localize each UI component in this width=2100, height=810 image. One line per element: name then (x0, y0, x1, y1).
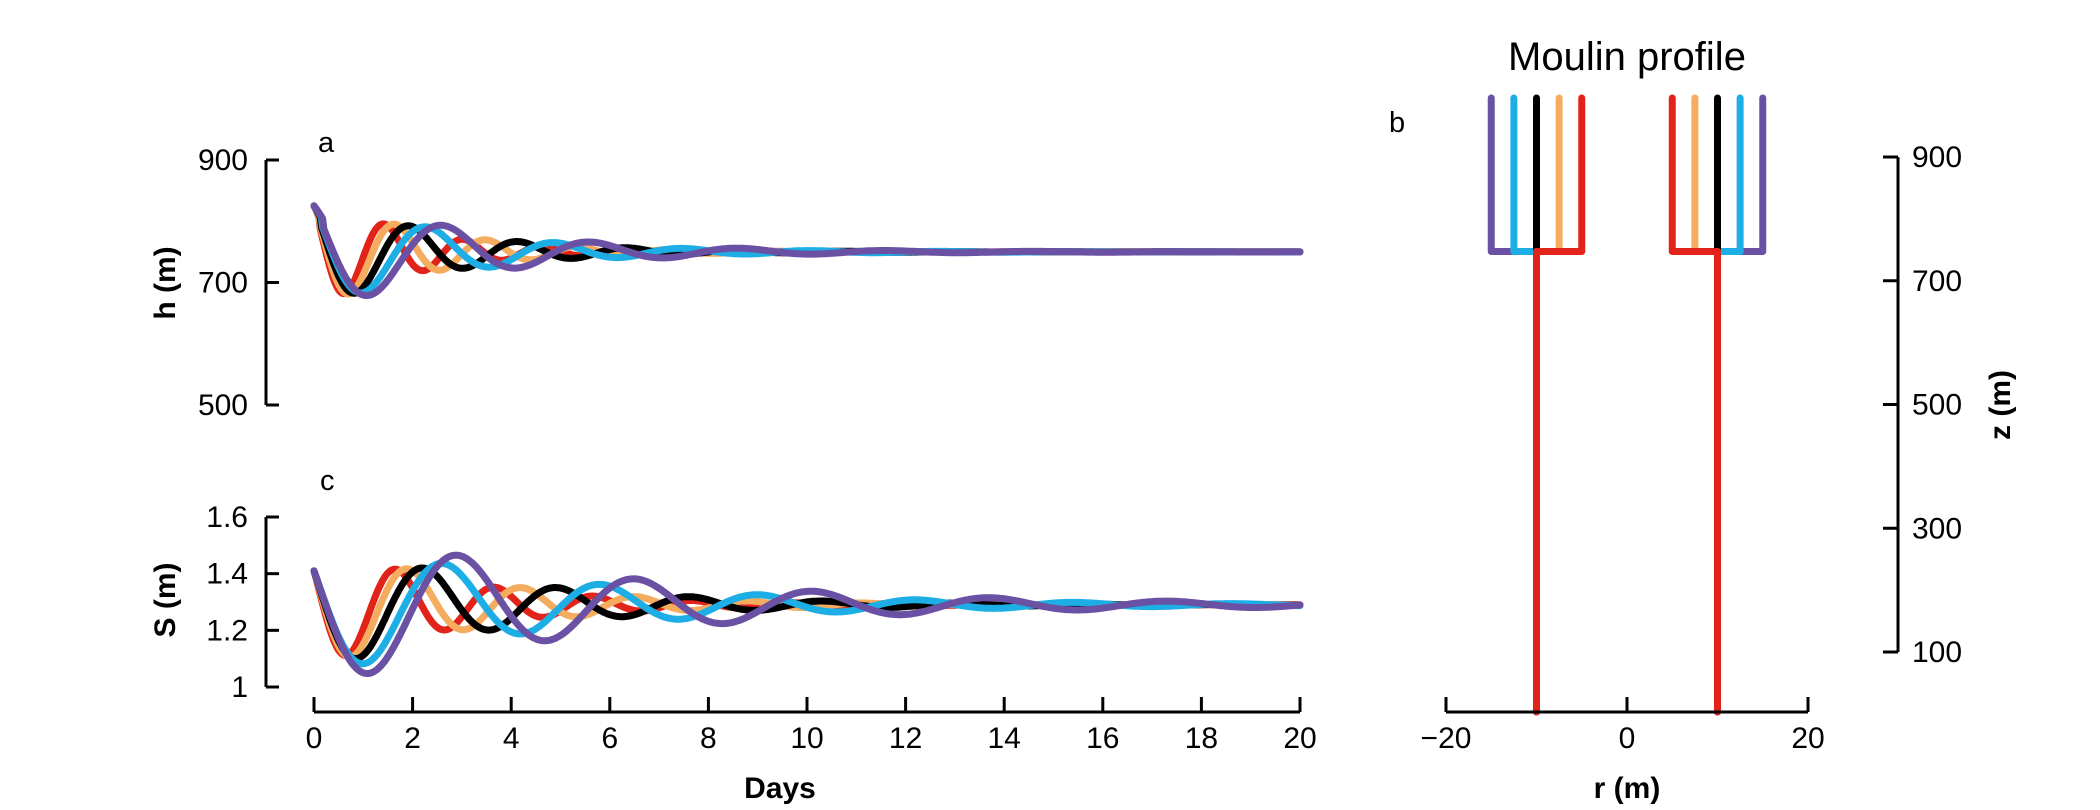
panel-a-h-timeseries: a 500 700 900 h (m) (149, 127, 1304, 422)
panel-c-x-tick-label: 20 (1283, 722, 1316, 755)
panel-c-x-axis-title: Days (744, 772, 816, 805)
panel-c-y-tick-label: 1.2 (206, 614, 248, 647)
panel-a-y-tick-label: 900 (198, 144, 248, 177)
panel-c-x-tick-label: 16 (1086, 722, 1119, 755)
panel-b-x-ticks: −20 0 20 (1421, 697, 1825, 755)
panel-b-wall-left-1 (1533, 94, 1586, 716)
panel-c-x-tick-label: 8 (700, 722, 717, 755)
panel-a-letter: a (318, 127, 335, 159)
panel-c-x-tick-label: 4 (503, 722, 520, 755)
panel-b-wall-right-1 (1668, 94, 1721, 716)
panel-b-x-tick-label: 20 (1791, 722, 1824, 755)
panel-c-x-tick-label: 10 (790, 722, 823, 755)
panel-b-profile-lines (1487, 94, 1767, 716)
panel-b-y-tick-label: 900 (1912, 141, 1962, 174)
panel-b-title: Moulin profile (1508, 35, 1746, 79)
panel-c-lines (310, 551, 1304, 677)
panel-b-y-ticks: 100 300 500 700 900 (1883, 141, 1962, 669)
panel-c-y-tick-label: 1 (231, 671, 248, 704)
panel-b-y-axis-title: z (m) (1984, 370, 2017, 440)
panel-c-x-tick-label: 6 (601, 722, 618, 755)
panel-b-y-tick-label: 700 (1912, 265, 1962, 298)
panel-c-series-line-5 (310, 551, 1304, 677)
panel-c-y-tick-label: 1.6 (206, 501, 248, 534)
panel-c-x-tick-label: 14 (988, 722, 1021, 755)
panel-b-y-tick-label: 100 (1912, 636, 1962, 669)
panel-b-x-tick-label: −20 (1421, 722, 1472, 755)
panel-c-x-ticks: 0 2 4 6 8 10 12 14 16 18 20 (306, 697, 1317, 755)
panel-b-x-tick-label: 0 (1619, 722, 1636, 755)
panel-c-x-tick-label: 12 (889, 722, 922, 755)
panel-c-x-tick-label: 18 (1185, 722, 1218, 755)
panel-a-y-ticks: 500 700 900 (198, 144, 279, 422)
panel-c-y-ticks: 1 1.2 1.4 1.6 (206, 501, 279, 704)
panel-c-y-tick-label: 1.4 (206, 558, 248, 591)
panel-a-lines (310, 202, 1304, 299)
panel-b-y-tick-label: 500 (1912, 389, 1962, 422)
panel-c-y-axis-title: S (m) (149, 563, 182, 638)
panel-c-x-tick-label: 0 (306, 722, 323, 755)
panel-b-moulin-profile: Moulin profile b −20 0 20 r (m) 100 300 500 7… (1389, 35, 2017, 805)
panel-c-x-tick-label: 2 (404, 722, 421, 755)
panel-c-letter: c (320, 465, 335, 497)
panel-b-x-axis-title: r (m) (1594, 772, 1661, 805)
panel-a-y-tick-label: 700 (198, 267, 248, 300)
panel-a-series-line-5 (310, 202, 1304, 299)
panel-b-letter: b (1389, 107, 1405, 139)
panel-b-y-tick-label: 300 (1912, 512, 1962, 545)
panel-c-series-line-3 (310, 564, 1304, 663)
panel-a-y-tick-label: 500 (198, 389, 248, 422)
panel-c-s-timeseries: c 1 1.2 1.4 1.6 0 2 4 6 8 10 12 14 16 18 20 S (m) Day… (149, 465, 1317, 805)
panel-a-y-axis-title: h (m) (149, 246, 182, 319)
